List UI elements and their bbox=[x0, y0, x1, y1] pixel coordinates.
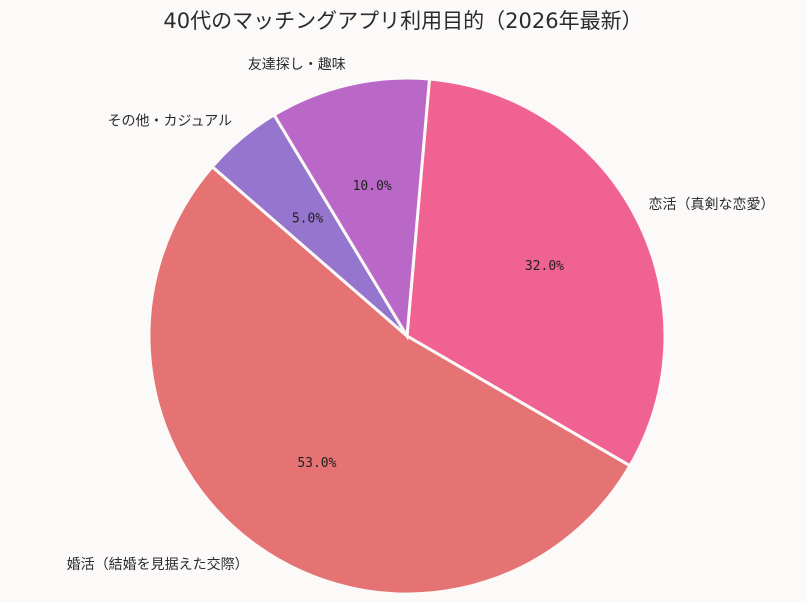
slice-category-label: 友達探し・趣味 bbox=[248, 57, 346, 73]
slice-category-label: 恋活（真剣な恋愛） bbox=[648, 196, 774, 213]
slices-layer bbox=[147, 76, 667, 596]
slice-percent-label: 10.0% bbox=[353, 179, 392, 194]
slice-category-label: 婚活（結婚を見据えた交際） bbox=[67, 556, 249, 573]
slice-percent-label: 32.0% bbox=[525, 259, 564, 274]
labels-layer: 32.0% 恋活（真剣な恋愛） 53.0% 婚活（結婚を見据えた交際） 5.0% その他・… bbox=[67, 57, 775, 573]
pie-slice-2 bbox=[147, 164, 633, 596]
slice-percent-label: 53.0% bbox=[297, 456, 336, 471]
pie-slice-4 bbox=[272, 76, 432, 341]
slice-category-label: その他・カジュアル bbox=[108, 114, 233, 130]
slice-percent-label: 5.0% bbox=[292, 211, 323, 226]
chart-title: 40代のマッチングアプリ利用目的（2026年最新） bbox=[163, 9, 642, 33]
pie-slice-1 bbox=[405, 77, 667, 468]
